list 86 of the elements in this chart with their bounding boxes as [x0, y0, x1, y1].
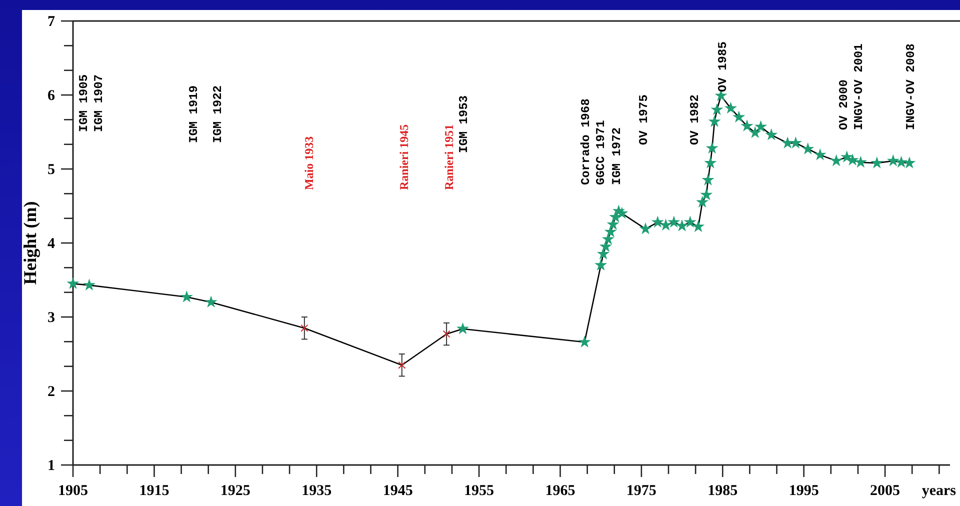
x-tick-label: 1915 — [139, 483, 170, 499]
point — [726, 102, 736, 113]
y-tick-label: 3 — [48, 310, 55, 326]
annotation: Ranieri 1951 — [442, 124, 456, 190]
point — [602, 234, 614, 244]
x-tick-label: 2005 — [870, 483, 900, 499]
point — [676, 220, 688, 231]
annotation: OV 2000 — [837, 80, 851, 130]
annotation: GGCC 1971 — [594, 120, 608, 185]
point — [705, 158, 716, 168]
point — [782, 138, 793, 148]
point — [888, 155, 898, 166]
y-tick-label: 7 — [48, 14, 56, 30]
y-tick-label: 5 — [48, 162, 55, 178]
annotation: Corrado 1968 — [579, 98, 593, 185]
point — [697, 196, 708, 207]
point — [610, 212, 621, 222]
y-tick-label: 4 — [48, 236, 56, 252]
y-tick-label: 2 — [48, 384, 55, 400]
point — [814, 149, 826, 160]
point — [684, 216, 696, 227]
point — [706, 142, 718, 153]
point — [734, 112, 744, 122]
x-tick-label: 1965 — [545, 483, 576, 499]
y-axis-title: Height (m) — [20, 201, 40, 285]
point — [701, 189, 712, 200]
point — [756, 121, 766, 132]
point — [398, 361, 406, 369]
annotation: IGM 1919 — [187, 85, 201, 143]
point — [660, 220, 672, 230]
point — [652, 216, 663, 227]
x-tick-label: 1985 — [708, 483, 738, 499]
point — [766, 129, 777, 140]
point — [84, 280, 94, 290]
point — [842, 152, 852, 162]
point — [855, 156, 866, 167]
annotation: IGM 1953 — [457, 95, 471, 153]
point — [605, 226, 616, 236]
point — [790, 138, 801, 148]
point — [640, 223, 651, 234]
x-tick-label: 1905 — [58, 483, 88, 499]
y-tick-label: 6 — [48, 88, 56, 104]
point — [206, 296, 216, 307]
annotation: OV 1985 — [716, 42, 730, 92]
point — [596, 260, 606, 270]
point — [896, 156, 907, 167]
annotation: IGM 1905 — [77, 74, 91, 132]
annotation: IGM 1922 — [211, 85, 225, 143]
point — [68, 278, 78, 288]
point — [598, 248, 609, 259]
point — [458, 323, 468, 334]
annotation: IGM 1907 — [92, 74, 106, 132]
point — [847, 154, 858, 165]
y-tick-label: 1 — [48, 458, 55, 474]
annotation: INGV-OV 2008 — [904, 44, 918, 130]
annotation: OV 1975 — [637, 94, 651, 145]
x-tick-label: 1945 — [382, 483, 413, 499]
x-tick-label: 1975 — [626, 483, 656, 499]
x-axis-title: years — [922, 483, 956, 499]
annotation: Maio 1933 — [302, 136, 316, 190]
annotation: IGM 1972 — [610, 127, 624, 185]
point — [600, 241, 611, 252]
point — [442, 330, 450, 338]
x-tick-label: 1925 — [220, 483, 250, 499]
x-tick-label: 1955 — [464, 483, 494, 499]
point — [802, 144, 814, 154]
point — [712, 104, 722, 114]
point — [693, 221, 704, 232]
point — [616, 208, 628, 218]
point — [904, 158, 915, 168]
x-tick-label: 1935 — [302, 483, 332, 499]
point — [750, 127, 760, 138]
point — [872, 158, 882, 168]
point — [702, 174, 714, 185]
annotation: INGV-OV 2001 — [852, 44, 866, 130]
x-tick-label: 1995 — [788, 483, 819, 499]
point — [709, 116, 720, 126]
annotation: Ranieri 1945 — [397, 124, 411, 190]
point — [608, 219, 618, 230]
point — [831, 155, 842, 166]
point — [668, 216, 680, 227]
point — [181, 292, 192, 302]
point — [579, 336, 590, 347]
point — [742, 120, 752, 131]
point — [300, 324, 308, 332]
annotation: OV 1982 — [688, 94, 702, 145]
